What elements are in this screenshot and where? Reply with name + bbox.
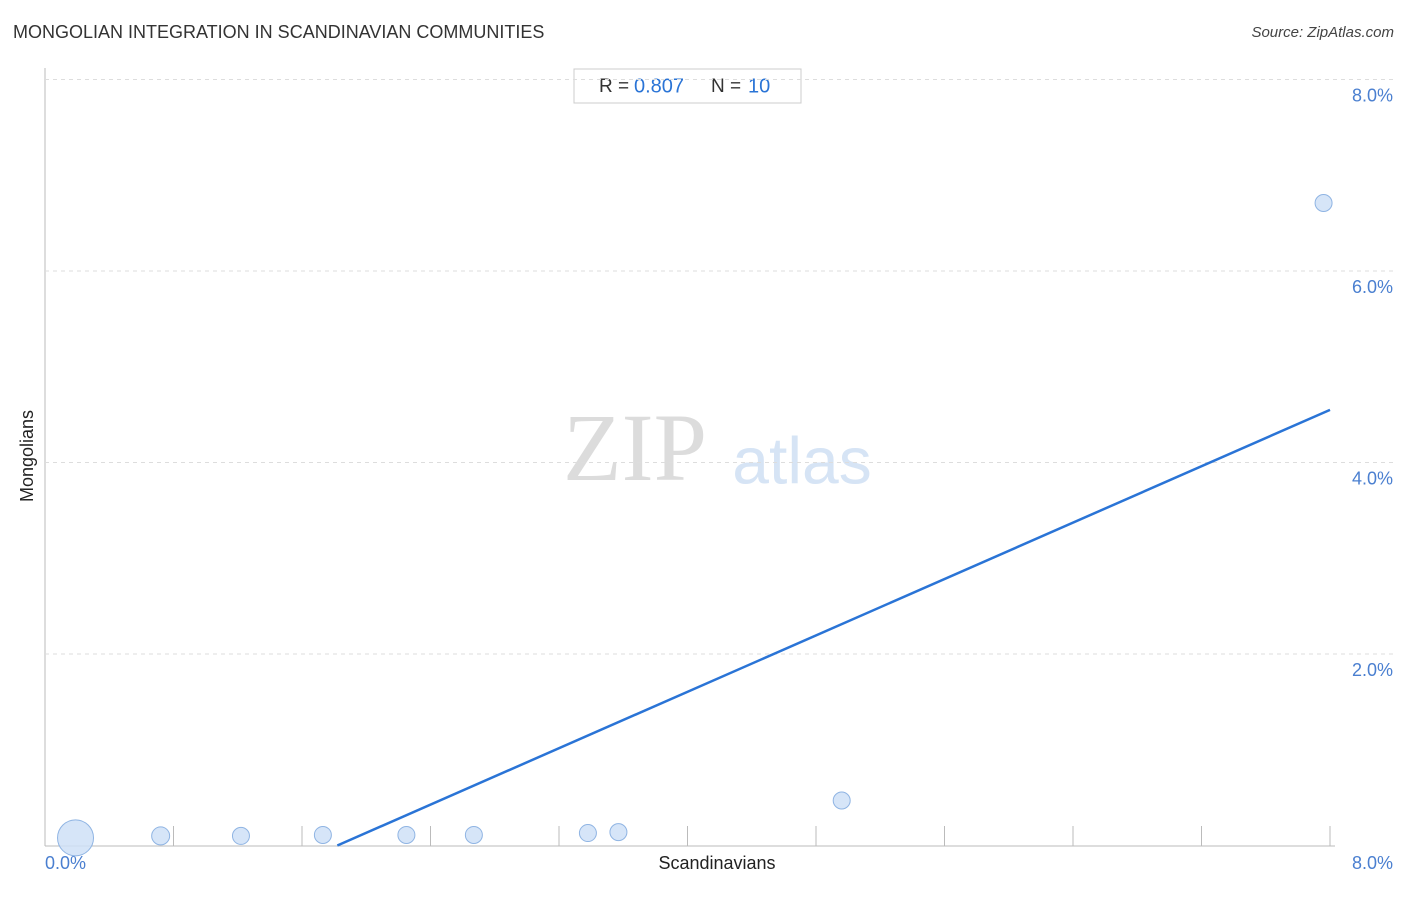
x-axis-label: Scandinavians [658, 853, 775, 873]
chart-title: MONGOLIAN INTEGRATION IN SCANDINAVIAN CO… [13, 22, 544, 42]
point [609, 823, 628, 842]
r-value: 0.807 [634, 75, 684, 97]
point [313, 825, 332, 844]
point [578, 824, 597, 843]
y-tick-label: 2.0% [1352, 660, 1393, 680]
x-tick-label: 0.0% [45, 853, 86, 873]
y-axis-label: Mongolians [17, 410, 37, 502]
point [832, 791, 851, 810]
r-label: R = [599, 76, 629, 97]
y-tick-label: 6.0% [1352, 277, 1393, 297]
y-tick-label: 8.0% [1352, 85, 1393, 105]
point [1314, 194, 1333, 213]
watermark-zip: ZIP [563, 394, 707, 501]
trend-line [336, 408, 1331, 847]
n-label: N = [711, 76, 741, 97]
point [151, 826, 171, 846]
n-value: 10 [748, 75, 770, 97]
point [464, 825, 483, 844]
point [397, 825, 416, 844]
y-tick-label: 4.0% [1352, 468, 1393, 488]
watermark-atlas: atlas [732, 423, 871, 497]
stats-box [573, 68, 802, 104]
point [231, 826, 250, 845]
x-tick-label: 8.0% [1352, 853, 1393, 873]
source: Source: ZipAtlas.com [1251, 24, 1394, 41]
point [57, 819, 95, 857]
